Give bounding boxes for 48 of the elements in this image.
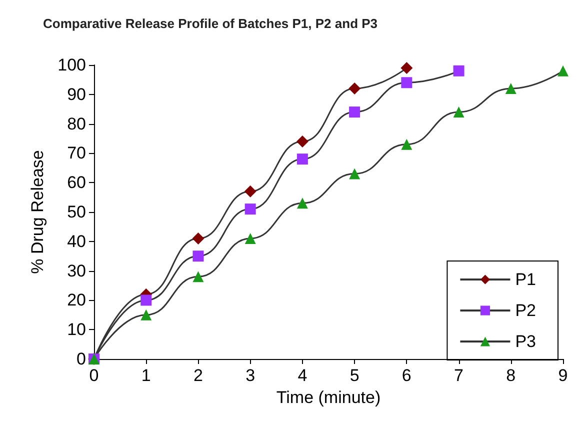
x-tick-label: 7 [454, 366, 464, 385]
x-tick-label: 0 [89, 366, 99, 385]
x-tick-label: 4 [298, 366, 308, 385]
point [192, 232, 204, 244]
y-tick-label: 20 [67, 290, 86, 310]
y-tick-label: 30 [67, 261, 86, 280]
x-tick-label: 9 [558, 366, 568, 385]
x-axis-title: Time (minute) [276, 388, 381, 407]
y-axis-title: % Drug Release [28, 150, 47, 274]
y-tick-label: 60 [67, 173, 86, 192]
chart-title: Comparative Release Profile of Batches P1, P2 and P3 [43, 16, 378, 31]
point [296, 154, 308, 165]
point [349, 106, 360, 118]
x-tick-label: 1 [141, 366, 151, 385]
legend-label: P2 [515, 301, 536, 320]
x-tick-label: 6 [402, 366, 412, 385]
point [296, 135, 308, 148]
point [401, 138, 412, 150]
x-tick-label: 8 [506, 366, 516, 385]
point [400, 62, 413, 74]
x-tick-label: 5 [350, 366, 360, 385]
point [401, 77, 412, 88]
point [192, 250, 204, 262]
point [349, 168, 360, 180]
y-tick-label: 90 [67, 84, 86, 104]
point [244, 204, 256, 215]
point [244, 185, 256, 198]
point [348, 82, 361, 95]
x-tick-label: 3 [246, 366, 256, 385]
point [244, 232, 256, 244]
point [140, 309, 152, 320]
point [453, 65, 464, 76]
y-tick-label: 10 [67, 320, 86, 340]
y-tick-label: 100 [58, 56, 86, 74]
point [558, 65, 568, 76]
point [296, 198, 308, 209]
y-tick-label: 80 [67, 114, 86, 134]
point [505, 83, 516, 94]
legend-label: P1 [515, 270, 536, 289]
y-tick-label: 0 [76, 350, 86, 368]
point [453, 106, 464, 118]
y-tick-label: 50 [67, 202, 86, 222]
legend-label: P3 [515, 332, 536, 351]
y-tick-label: 70 [67, 144, 86, 163]
point [140, 294, 152, 306]
point [192, 271, 204, 282]
x-tick-label: 2 [193, 366, 203, 385]
y-tick-label: 40 [67, 232, 86, 251]
